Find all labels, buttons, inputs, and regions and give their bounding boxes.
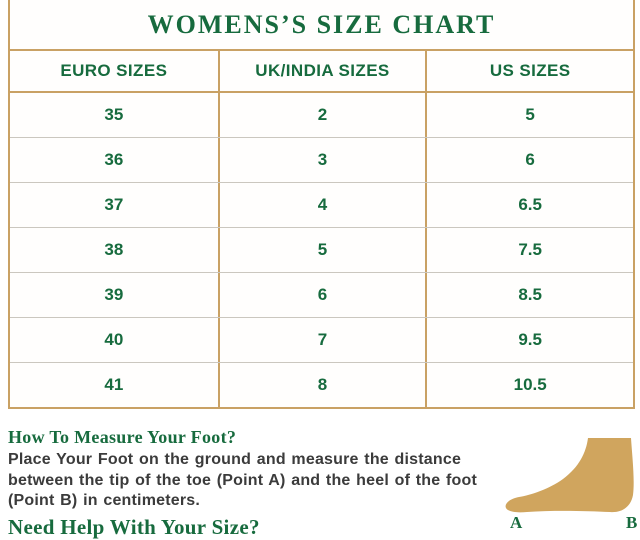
- table-cell: 5: [425, 93, 633, 137]
- foot-measurement-figure: A B: [500, 436, 640, 532]
- table-cell: 9.5: [425, 318, 633, 362]
- table-cell: 2: [217, 93, 426, 137]
- table-cell: 5: [217, 228, 426, 272]
- table-cell: 4: [217, 183, 426, 227]
- how-to-measure-heading: How To Measure Your Foot?: [8, 427, 237, 447]
- table-cell: 36: [104, 150, 124, 169]
- table-cell: 40: [104, 330, 124, 349]
- table-cell: 7.5: [425, 228, 633, 272]
- table-row: 35 2 5: [10, 93, 633, 138]
- table-cell: 3: [217, 138, 426, 182]
- table-cell: 6: [217, 273, 426, 317]
- point-b-label: B: [626, 513, 638, 532]
- foot-side-silhouette-icon: [505, 438, 634, 513]
- table-cell: 10.5: [425, 363, 633, 407]
- table-row: 36 3 6: [10, 138, 633, 183]
- table-body: 35 2 5 36 3 6 37 4 6.5 38 5 7.5 39 6 8.5 40 7 9.5 41 8 10.5: [10, 93, 633, 407]
- table-row: 38 5 7.5: [10, 228, 633, 273]
- table-cell: 8: [217, 363, 426, 407]
- how-to-measure-body-text: Place Your Foot on the ground and measur…: [8, 451, 478, 509]
- table-cell: 6.5: [425, 183, 633, 227]
- table-cell: 6: [425, 138, 633, 182]
- size-chart-table: WOMENS’S SIZE CHART EURO SIZES UK/INDIA …: [8, 0, 635, 409]
- table-cell: 35: [104, 105, 124, 124]
- chart-title: WOMENS’S SIZE CHART: [10, 0, 633, 51]
- table-row: 37 4 6.5: [10, 183, 633, 228]
- column-header-euro-sizes: EURO SIZES: [60, 61, 168, 80]
- table-cell: 8.5: [425, 273, 633, 317]
- table-row: 40 7 9.5: [10, 318, 633, 363]
- table-cell: 38: [104, 240, 124, 259]
- table-cell: 39: [104, 285, 124, 304]
- table-header-row: EURO SIZES UK/INDIA SIZES US SIZES: [10, 51, 633, 93]
- table-row: 39 6 8.5: [10, 273, 633, 318]
- table-cell: 7: [217, 318, 426, 362]
- point-a-label: A: [510, 513, 523, 532]
- column-header-uk-india-sizes: UK/INDIA SIZES: [217, 51, 426, 91]
- need-help-heading: Need Help With Your Size?: [8, 515, 260, 539]
- table-row: 41 8 10.5: [10, 363, 633, 407]
- column-header-us-sizes: US SIZES: [425, 51, 633, 91]
- table-cell: 41: [104, 375, 124, 394]
- table-cell: 37: [104, 195, 124, 214]
